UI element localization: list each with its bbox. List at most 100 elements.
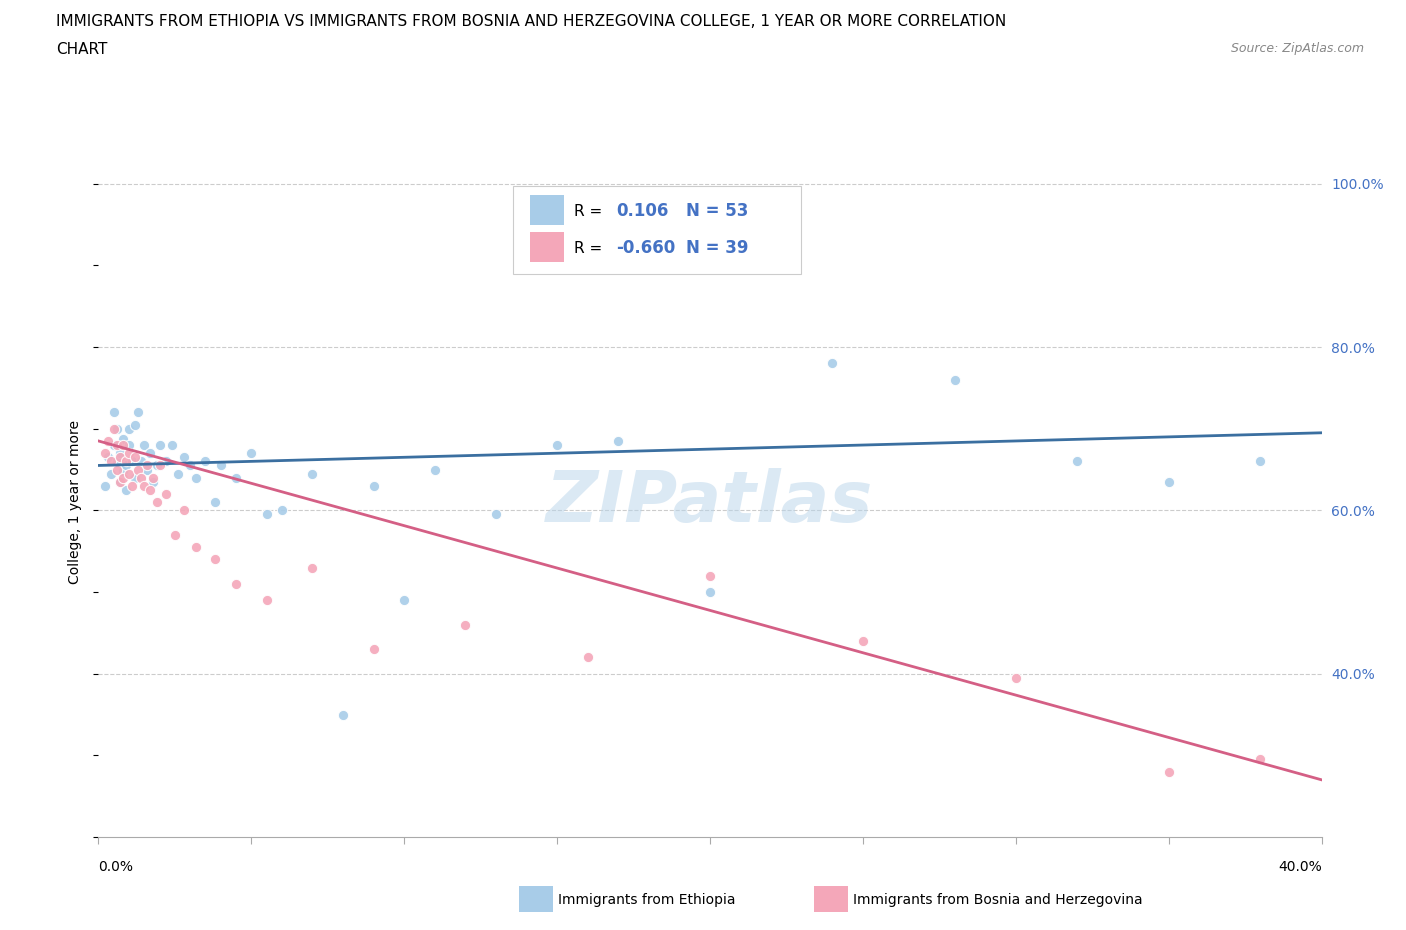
Point xyxy=(108,450,131,465)
Point xyxy=(270,503,292,518)
Text: CHART: CHART xyxy=(56,42,108,57)
Point xyxy=(142,474,165,489)
Point xyxy=(1249,752,1271,767)
Point xyxy=(142,471,165,485)
Point xyxy=(118,438,141,453)
Text: 40.0%: 40.0% xyxy=(1278,860,1322,874)
Point xyxy=(97,433,120,448)
Point xyxy=(115,458,138,472)
Point xyxy=(852,633,875,648)
Point xyxy=(186,539,208,554)
Point xyxy=(155,454,177,469)
Point xyxy=(204,495,226,510)
Point xyxy=(194,454,217,469)
Point xyxy=(108,474,131,489)
Point xyxy=(121,454,143,469)
Point xyxy=(225,471,247,485)
Point xyxy=(139,483,162,498)
Point xyxy=(1249,454,1271,469)
Point xyxy=(127,462,149,477)
Point xyxy=(167,466,190,481)
Point xyxy=(392,592,416,607)
Point xyxy=(301,560,323,575)
Point xyxy=(111,432,134,446)
Point xyxy=(121,478,143,493)
Point xyxy=(111,471,134,485)
Point xyxy=(1004,671,1026,685)
Point xyxy=(1157,764,1180,779)
Point xyxy=(1066,454,1088,469)
Point xyxy=(93,445,115,460)
Point xyxy=(124,471,146,485)
Text: -0.660: -0.660 xyxy=(616,239,675,258)
Point xyxy=(363,478,385,493)
Point xyxy=(173,450,195,465)
Point xyxy=(105,454,128,469)
Text: N = 53: N = 53 xyxy=(686,202,748,220)
Point xyxy=(103,405,125,419)
Point xyxy=(163,527,186,542)
Text: IMMIGRANTS FROM ETHIOPIA VS IMMIGRANTS FROM BOSNIA AND HERZEGOVINA COLLEGE, 1 YE: IMMIGRANTS FROM ETHIOPIA VS IMMIGRANTS F… xyxy=(56,14,1007,29)
Point xyxy=(149,458,172,472)
Text: Immigrants from Bosnia and Herzegovina: Immigrants from Bosnia and Herzegovina xyxy=(853,893,1143,908)
Point xyxy=(136,458,159,472)
Point xyxy=(699,585,721,600)
Point xyxy=(149,438,172,453)
Point xyxy=(139,445,162,460)
Point xyxy=(209,458,232,472)
Point xyxy=(134,478,156,493)
Text: R =: R = xyxy=(574,204,607,219)
Point xyxy=(105,438,128,453)
Text: R =: R = xyxy=(574,241,607,256)
Point xyxy=(160,438,183,453)
Point xyxy=(699,568,721,583)
Point xyxy=(173,503,195,518)
Text: Immigrants from Ethiopia: Immigrants from Ethiopia xyxy=(558,893,735,908)
Point xyxy=(111,464,134,479)
Point xyxy=(301,466,323,481)
Point xyxy=(103,421,125,436)
Point xyxy=(105,462,128,477)
Text: 0.106: 0.106 xyxy=(616,202,668,220)
Point xyxy=(108,474,131,489)
Point xyxy=(103,438,125,453)
Point xyxy=(204,551,226,566)
Text: ZIPatlas: ZIPatlas xyxy=(547,468,873,537)
Point xyxy=(118,445,141,460)
Point xyxy=(943,372,966,387)
Point xyxy=(108,445,131,460)
Point xyxy=(145,458,167,472)
Point xyxy=(100,466,122,481)
Point xyxy=(179,458,201,472)
Point xyxy=(118,466,141,481)
Point xyxy=(115,483,138,498)
Point xyxy=(124,418,146,432)
Point xyxy=(118,421,141,436)
Point xyxy=(105,421,128,436)
Point xyxy=(454,618,477,632)
Point xyxy=(124,450,146,465)
Point xyxy=(240,445,263,460)
Point xyxy=(93,478,115,493)
Point xyxy=(97,450,120,465)
Point xyxy=(134,438,156,453)
Point xyxy=(423,462,446,477)
Point xyxy=(111,438,134,453)
Point xyxy=(186,471,208,485)
Point xyxy=(127,405,149,419)
Point xyxy=(155,486,177,501)
Point xyxy=(607,433,630,448)
Text: Source: ZipAtlas.com: Source: ZipAtlas.com xyxy=(1230,42,1364,55)
Point xyxy=(129,454,152,469)
Point xyxy=(546,438,568,453)
Point xyxy=(129,471,152,485)
Point xyxy=(332,707,354,722)
Point xyxy=(1157,474,1180,489)
Point xyxy=(821,356,844,371)
Point xyxy=(145,495,167,510)
Point xyxy=(576,650,599,665)
Text: N = 39: N = 39 xyxy=(686,239,748,258)
Point xyxy=(485,507,508,522)
Point xyxy=(256,592,278,607)
Point xyxy=(115,454,138,469)
